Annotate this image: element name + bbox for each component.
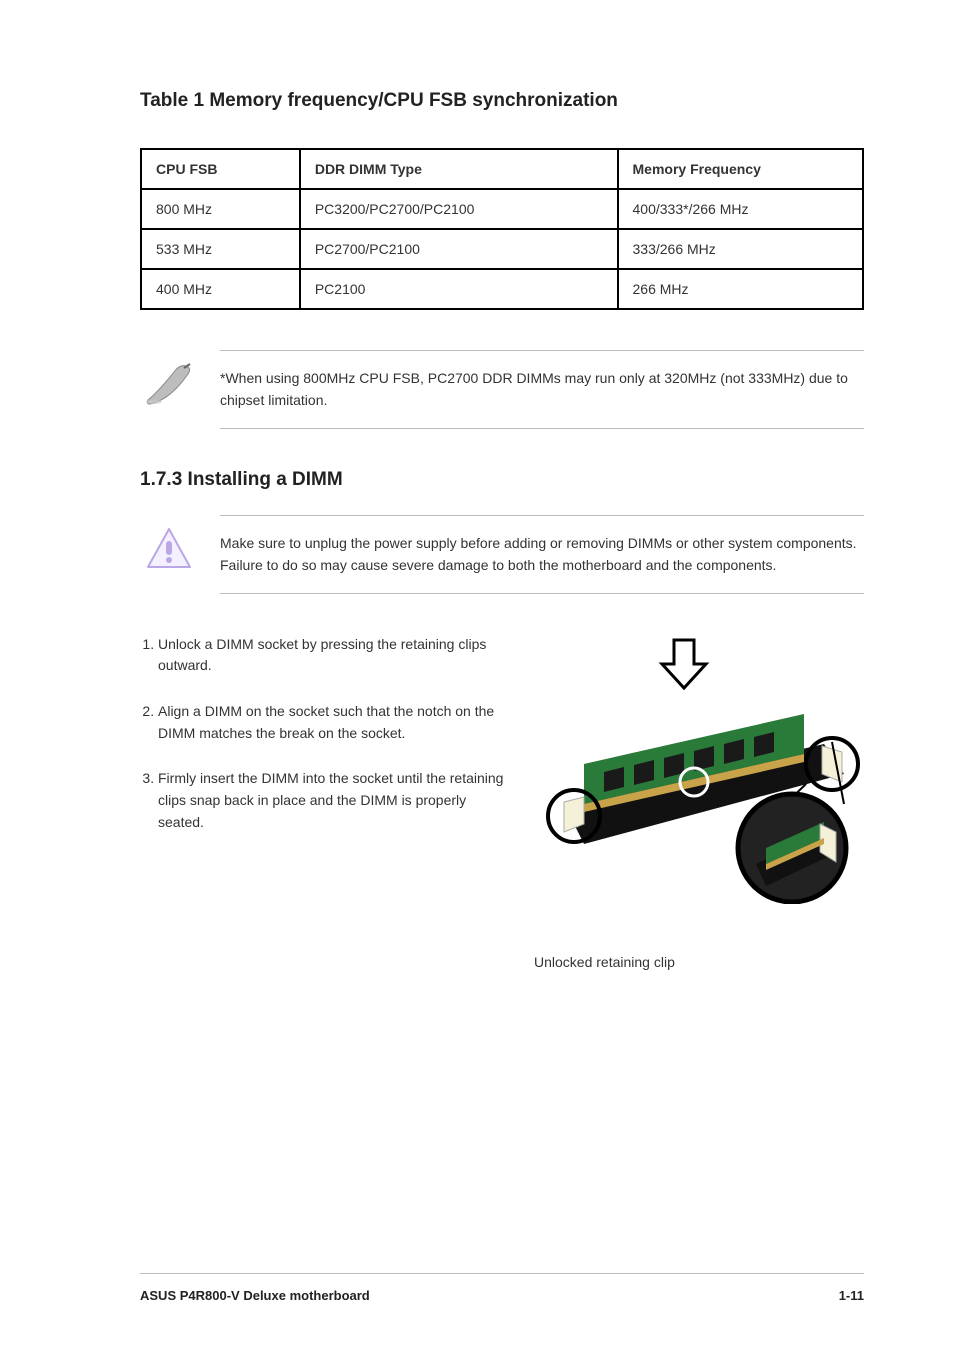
cell: 800 MHz <box>141 189 300 229</box>
cell: 533 MHz <box>141 229 300 269</box>
cell: 400 MHz <box>141 269 300 309</box>
table-header-row: CPU FSB DDR DIMM Type Memory Frequency <box>141 149 863 189</box>
table-title: Table 1 Memory frequency/CPU FSB synchro… <box>140 90 864 112</box>
table-row: 800 MHz PC3200/PC2700/PC2100 400/333*/26… <box>141 189 863 229</box>
page-footer: ASUS P4R800-V Deluxe motherboard 1-11 <box>140 1273 864 1303</box>
figure-caption: Unlocked retaining clip <box>534 954 864 970</box>
cell: 400/333*/266 MHz <box>618 189 864 229</box>
step-item: Unlock a DIMM socket by pressing the ret… <box>158 634 506 677</box>
pen-note-icon <box>140 360 200 408</box>
note-text: *When using 800MHz CPU FSB, PC2700 DDR D… <box>220 367 864 412</box>
freq-sync-table: CPU FSB DDR DIMM Type Memory Frequency 8… <box>140 148 864 310</box>
col-header-mem-freq: Memory Frequency <box>618 149 864 189</box>
footer-right: 1-11 <box>839 1288 864 1303</box>
step-item: Align a DIMM on the socket such that the… <box>158 701 506 744</box>
step-item: Firmly insert the DIMM into the socket u… <box>158 768 506 833</box>
caution-block: Make sure to unplug the power supply bef… <box>140 515 864 594</box>
col-header-cpu-fsb: CPU FSB <box>141 149 300 189</box>
table-row: 400 MHz PC2100 266 MHz <box>141 269 863 309</box>
steps-column: Unlock a DIMM socket by pressing the ret… <box>140 634 506 858</box>
insert-arrow-icon <box>662 640 706 688</box>
col-header-dimm-type: DDR DIMM Type <box>300 149 618 189</box>
page: Table 1 Memory frequency/CPU FSB synchro… <box>0 0 954 1351</box>
dimm-install-figure <box>534 634 864 904</box>
caution-text: Make sure to unplug the power supply bef… <box>220 532 864 577</box>
cell: PC3200/PC2700/PC2100 <box>300 189 618 229</box>
footer-left: ASUS P4R800-V Deluxe motherboard <box>140 1288 370 1303</box>
note-block: *When using 800MHz CPU FSB, PC2700 DDR D… <box>140 350 864 429</box>
install-steps-row: Unlock a DIMM socket by pressing the ret… <box>140 634 864 970</box>
section-heading: 1.7.3 Installing a DIMM <box>140 469 864 491</box>
cell: 333/266 MHz <box>618 229 864 269</box>
figure-column: Unlocked retaining clip <box>534 634 864 970</box>
cell: PC2700/PC2100 <box>300 229 618 269</box>
table-row: 533 MHz PC2700/PC2100 333/266 MHz <box>141 229 863 269</box>
clip-inset <box>738 794 846 902</box>
cell: PC2100 <box>300 269 618 309</box>
cell: 266 MHz <box>618 269 864 309</box>
warning-icon <box>144 525 194 573</box>
